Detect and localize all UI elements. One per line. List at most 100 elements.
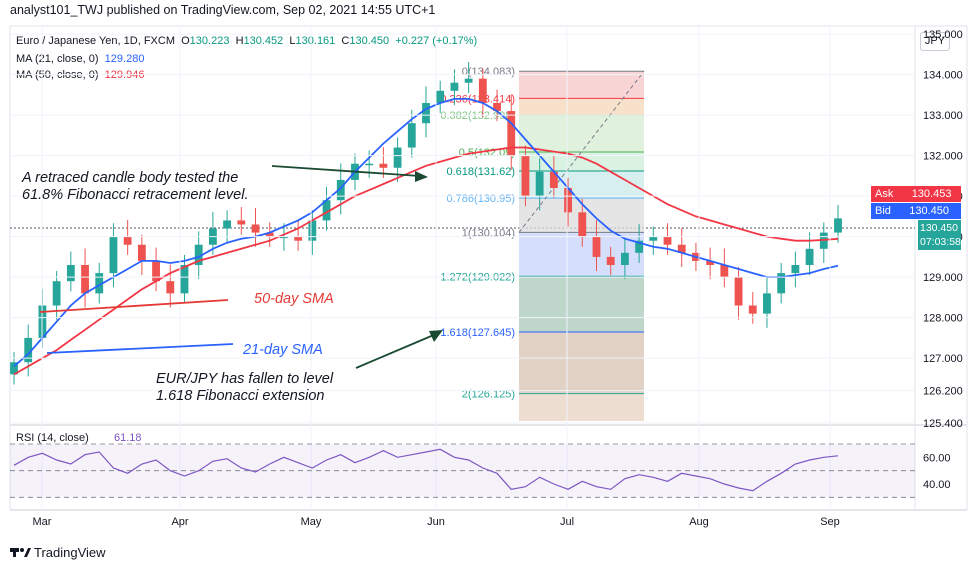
- time-tick-label: Mar: [33, 516, 52, 528]
- fibonacci-tool[interactable]: 0(134.083) 0.236(133.414) 0.382(132.998) 0.…: [440, 66, 645, 421]
- publish-header: analyst101_TWJ published on TradingView.…: [10, 3, 436, 17]
- ohlc-legend: Euro / Japanese Yen, 1D, FXCM O130.223 H…: [16, 35, 477, 47]
- candle-body: [521, 155, 530, 197]
- annotation-arrowhead-1: [415, 171, 428, 182]
- chart-frame: [9, 25, 968, 511]
- candle-body: [194, 244, 203, 265]
- candle-body: [393, 147, 402, 168]
- sma50-pointer-line: [39, 299, 229, 313]
- time-tick-label: Jun: [427, 516, 445, 528]
- candle-body: [436, 90, 445, 103]
- candle-body: [180, 264, 189, 294]
- candle-body: [365, 163, 374, 166]
- fib-zone: [519, 151, 644, 172]
- fib-zone: [519, 98, 644, 116]
- candle-body: [478, 78, 487, 103]
- sma21-pointer-line: [46, 343, 234, 354]
- fib-zone: [519, 71, 644, 99]
- candle-body: [805, 248, 814, 265]
- candle-body: [237, 220, 246, 225]
- candle-body: [834, 218, 842, 233]
- candle-body: [379, 163, 388, 168]
- price-tick-label: 127.000: [923, 353, 963, 365]
- candle-body: [592, 236, 601, 257]
- ma21-label: MA (21, close, 0): [16, 53, 99, 65]
- candle-body: [748, 305, 757, 314]
- candle-body: [620, 252, 629, 265]
- annotation-arrow-2: [355, 333, 437, 369]
- annotation-arrow-1: [271, 165, 421, 177]
- price-tick-label: 125.400: [923, 418, 963, 430]
- annotation-1-line2: 61.8% Fibonacci retracement level.: [22, 187, 248, 203]
- fib-level-label: 2(126.125): [462, 389, 515, 401]
- last-price: 130.450: [920, 222, 958, 234]
- candle-body: [265, 232, 274, 237]
- price-tick-label: 128.000: [923, 313, 963, 325]
- fib-level-label: 1(130.104): [462, 227, 515, 239]
- fib-level-label: 0.382(132.998): [440, 110, 515, 122]
- ask-value: 130.453: [911, 188, 952, 200]
- annotation-arrows: [39, 165, 443, 369]
- sma21-label: 21-day SMA: [242, 342, 323, 358]
- candle-body: [81, 264, 89, 294]
- open-value: 130.223: [189, 35, 230, 47]
- last-price-box: 130.450 07:03:58: [918, 220, 961, 250]
- candle-body: [763, 293, 771, 314]
- candle-body: [24, 337, 33, 363]
- tradingview-logo-icon: [10, 548, 31, 557]
- candle-body: [507, 111, 516, 156]
- rsi-label: RSI (14, close): [16, 432, 89, 444]
- bid-label: Bid: [875, 205, 891, 217]
- open-label: O: [181, 35, 190, 47]
- bid-value: 130.450: [909, 205, 950, 217]
- candle-body: [720, 264, 729, 278]
- ask-price-box: Ask 130.453: [871, 186, 961, 202]
- candle-body: [308, 220, 317, 241]
- time-tick-label: Apr: [171, 516, 188, 528]
- candle-body: [223, 220, 232, 229]
- candle-body: [649, 236, 658, 241]
- candle-body: [95, 273, 104, 294]
- time-tick-label: Aug: [689, 516, 709, 528]
- candle-body: [791, 264, 800, 274]
- candle-body: [706, 260, 715, 265]
- candle-body: [549, 171, 558, 189]
- fib-level-label: 0.786(130.95): [447, 193, 516, 205]
- price-tick-label: 126.200: [923, 386, 963, 398]
- high-value: 130.452: [243, 35, 284, 47]
- symbol-label: Euro / Japanese Yen, 1D, FXCM: [16, 35, 175, 47]
- candle-body: [166, 281, 175, 294]
- time-axis[interactable]: Mar Apr May Jun Jul Aug Sep: [33, 26, 840, 528]
- candle-body: [606, 256, 615, 265]
- low-label: L: [289, 35, 296, 47]
- candle-body: [635, 240, 644, 253]
- annotation-texts: A retraced candle body tested the 61.8% …: [21, 170, 334, 404]
- candle-body: [66, 264, 75, 282]
- candle-body: [336, 179, 345, 201]
- price-axis[interactable]: 125.400126.200127.000128.000129.000130.0…: [10, 29, 963, 430]
- rsi-tick-label: 40.00: [923, 479, 951, 491]
- candle-body: [535, 171, 544, 197]
- currency-button[interactable]: JPY: [920, 32, 950, 51]
- fib-level-label: 0.236(133.414): [440, 93, 515, 105]
- sma50-label: 50-day SMA: [254, 291, 334, 307]
- candle-body: [422, 102, 430, 124]
- candle-body: [280, 236, 288, 239]
- bid-price-box: Bid 130.450: [871, 203, 961, 219]
- candle-body: [663, 236, 672, 245]
- low-value: 130.161: [295, 35, 336, 47]
- candle-body: [777, 273, 786, 294]
- ma50-line: [13, 146, 839, 376]
- moving-averages-layer: [13, 98, 839, 376]
- high-label: H: [235, 35, 244, 47]
- price-tick-label: 134.000: [923, 70, 963, 82]
- candle-body: [734, 277, 743, 306]
- tradingview-brand: TradingView: [34, 545, 106, 560]
- candle-body: [564, 188, 572, 213]
- time-tick-label: Sep: [820, 516, 840, 528]
- close-label: C: [341, 35, 350, 47]
- candle-body: [123, 236, 132, 245]
- rsi-legend: RSI (14, close) 61.18: [16, 432, 142, 444]
- time-tick-label: Jul: [560, 516, 574, 528]
- fib-zone: [519, 115, 644, 152]
